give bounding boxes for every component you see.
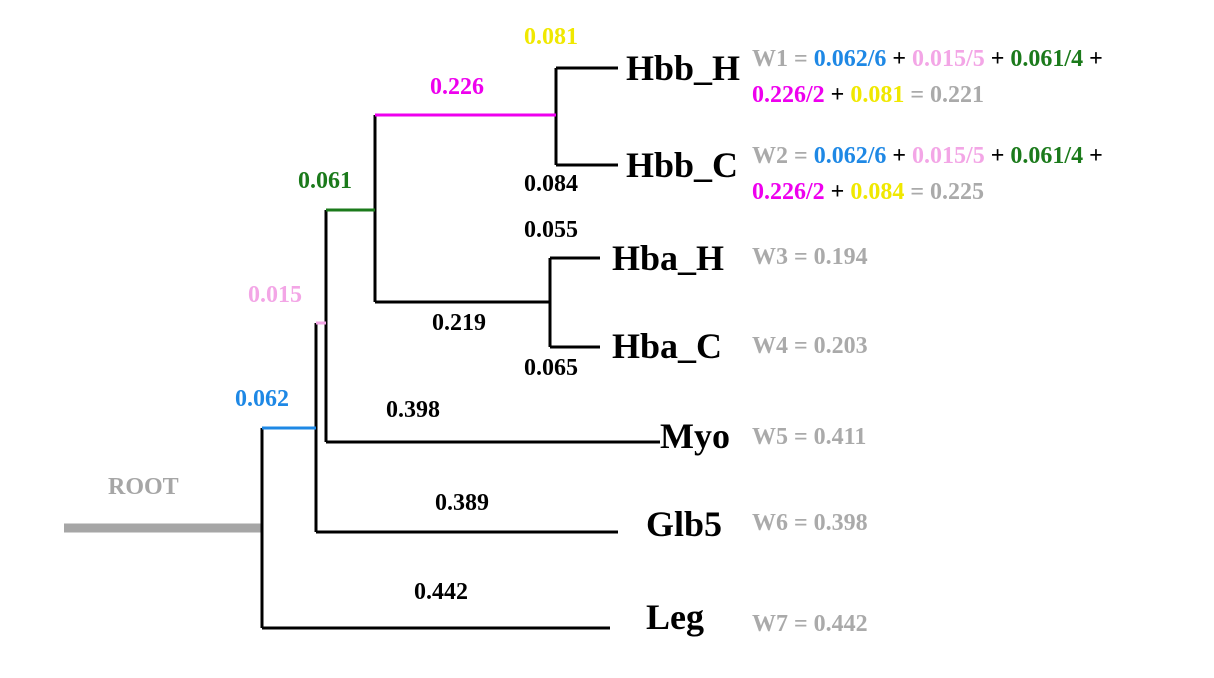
leaf-label-glb5: Glb5 xyxy=(646,504,722,544)
branch-label-hbb-c: 0.084 xyxy=(524,171,578,197)
leaf-label-hba-c: Hba_C xyxy=(612,326,722,366)
root-label: ROOT xyxy=(108,474,179,500)
weight-label-w4: W4 = 0.203 xyxy=(752,333,868,359)
branch-label-green: 0.061 xyxy=(298,168,352,194)
weight-label-w7: W7 = 0.442 xyxy=(752,611,868,637)
branch-label-yellow: 0.081 xyxy=(524,24,578,50)
leaf-label-hbb-c: Hbb_C xyxy=(626,145,738,185)
leaf-label-leg: Leg xyxy=(646,597,704,637)
weight-formula-w2-line2: 0.226/2 + 0.084 = 0.225 xyxy=(752,179,984,205)
weight-formula-w1-line2: 0.226/2 + 0.081 = 0.221 xyxy=(752,82,984,108)
weight-label-w5: W5 = 0.411 xyxy=(752,424,866,450)
branch-label-glb5: 0.389 xyxy=(435,490,489,516)
leaf-label-myo: Myo xyxy=(660,416,730,456)
weight-label-w3: W3 = 0.194 xyxy=(752,244,868,270)
branch-label-magenta: 0.226 xyxy=(430,74,484,100)
branch-label-hba-internal: 0.219 xyxy=(432,310,486,336)
branch-label-leg: 0.442 xyxy=(414,579,468,605)
weight-label-w6: W6 = 0.398 xyxy=(752,510,868,536)
branch-label-blue: 0.062 xyxy=(235,386,289,412)
branch-label-hba-c: 0.065 xyxy=(524,355,578,381)
branch-label-myo: 0.398 xyxy=(386,397,440,423)
branch-label-pink: 0.015 xyxy=(248,282,302,308)
branch-label-hba-h: 0.055 xyxy=(524,217,578,243)
leaf-label-hbb-h: Hbb_H xyxy=(626,48,740,88)
weight-formula-w1-line1: W1 = 0.062/6 + 0.015/5 + 0.061/4 + xyxy=(752,46,1103,72)
weight-formula-w2-line1: W2 = 0.062/6 + 0.015/5 + 0.061/4 + xyxy=(752,143,1103,169)
leaf-label-hba-h: Hba_H xyxy=(612,238,724,278)
